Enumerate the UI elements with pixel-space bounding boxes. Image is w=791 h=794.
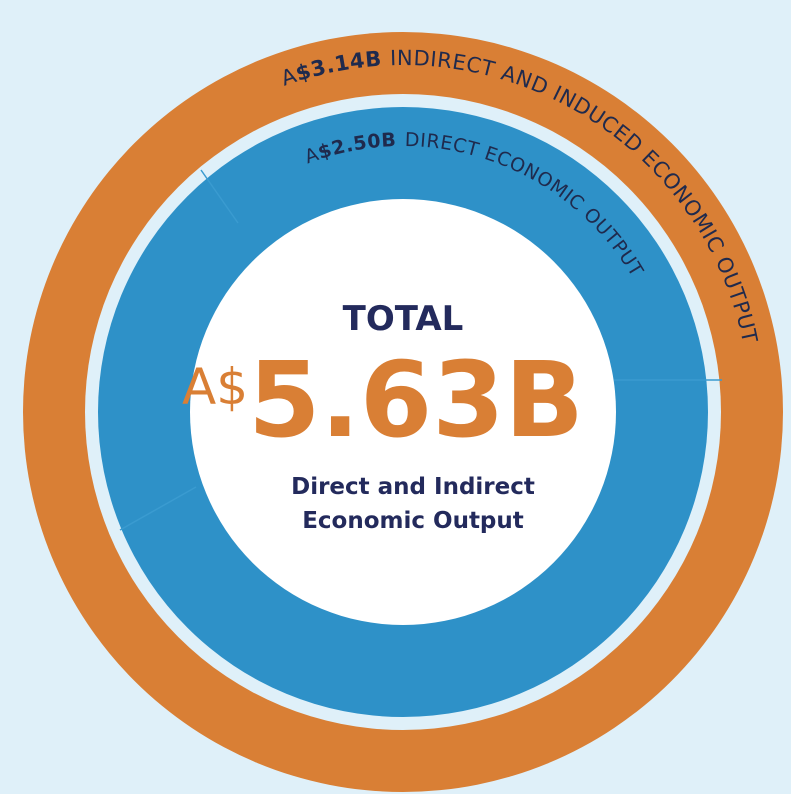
center-subtitle-line: Economic Output [302, 508, 524, 534]
center-title: TOTAL [343, 299, 464, 339]
center-prefix: A$ [182, 358, 248, 416]
center-total: A$5.63B [182, 339, 584, 461]
center-amount: 5.63B [248, 339, 584, 461]
center-subtitle-line: Direct and Indirect [291, 474, 535, 500]
divider [200, 169, 239, 224]
ring-dividers [119, 169, 722, 531]
center-disc [190, 199, 616, 625]
divider [119, 486, 197, 531]
